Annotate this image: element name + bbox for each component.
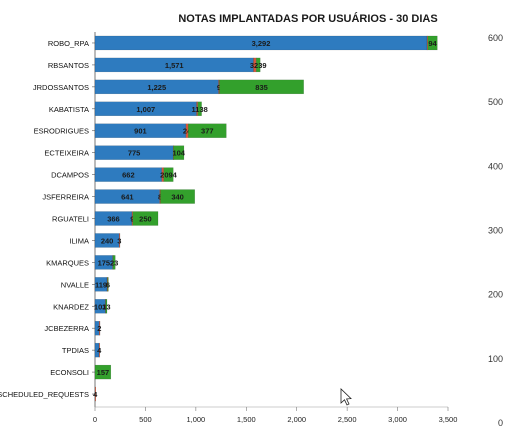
category-label: JCBEZERRA [44,324,89,333]
data-label: 775 [128,149,141,158]
data-label: 340 [171,193,184,202]
data-label: 23 [110,258,118,267]
data-label: 8 [158,193,162,202]
data-label: 3,292 [252,39,271,48]
category-label: KNARDEZ [53,302,89,311]
data-label: 103 [94,302,107,311]
data-label: 1,571 [165,61,184,70]
bar-segment [160,189,195,204]
category-label: NVALLE [61,280,89,289]
bar-segment [94,145,174,160]
category-label: SCHEDULED_REQUESTS [0,390,89,399]
bar-segment [132,211,159,226]
data-label: 2094 [160,171,178,180]
data-label: 662 [122,171,135,180]
data-label: 240 [101,236,114,245]
bar-segment [99,321,101,336]
category-label: ESRODRIGUES [34,127,89,136]
category-label: DCAMPOS [51,171,89,180]
data-label: 13 [102,302,110,311]
right-axis-tick-label: 300 [488,226,503,236]
bar-segment [188,123,227,138]
right-axis-tick-label: 400 [488,161,503,171]
data-label: 94 [428,39,437,48]
data-label: 641 [121,193,134,202]
data-label: 9 [130,215,134,224]
right-axis-tick-label: 200 [488,290,503,300]
x-tick-label: 1,500 [237,415,256,424]
category-label: TPDIAS [62,346,89,355]
data-label: 901 [134,127,147,136]
bar-segment [119,233,121,248]
bar-segment [112,255,116,270]
data-label: 1,225 [147,83,166,92]
category-label: JRDOSSANTOS [33,83,89,92]
category-label: KABATISTA [49,105,89,114]
data-label: 9 [217,83,221,92]
category-label: ECTEIXEIRA [44,149,89,158]
bar-segment [163,167,174,182]
right-axis-tick-label: 600 [488,33,503,43]
category-label: ECONSOLI [50,368,89,377]
x-tick-label: 2,000 [287,415,306,424]
data-label: 377 [201,127,214,136]
bar-segment [173,145,185,160]
x-tick-label: 1,000 [186,415,205,424]
data-label: 835 [255,83,268,92]
data-label: 104 [172,149,185,158]
bar-segment [105,299,108,314]
data-label: 175 [98,258,111,267]
data-label: 250 [139,215,152,224]
bar-segment [161,167,164,182]
data-label: 1,007 [136,105,155,114]
category-label: ROBO_RPA [48,39,89,48]
bar-segment [256,57,261,73]
data-label: 3 [117,236,121,245]
data-label: 2 [97,324,101,333]
bar-segment [219,79,304,95]
right-axis-tick-label: 500 [488,97,503,107]
data-label: 366 [107,215,120,224]
data-label: 4 [93,390,98,399]
bar-segment [98,342,101,358]
data-label: 6 [106,280,110,289]
data-label: 24 [183,127,192,136]
data-label: 157 [97,368,110,377]
data-label: 1138 [192,105,208,114]
data-label: 119 [95,280,107,289]
bar-segment [427,35,438,51]
x-tick-label: 500 [139,415,152,424]
category-label: KMARQUES [46,258,89,267]
x-tick-label: 3,500 [439,415,458,424]
data-label: 4 [97,346,102,355]
chart-title: NOTAS IMPLANTADAS POR USUÁRIOS - 30 DIAS [178,12,437,25]
mouse-cursor-icon [340,388,352,406]
right-axis-tick-label: 0 [498,418,503,428]
bar-segment [107,277,109,292]
bar-segment [94,364,112,380]
bar-segment [197,101,202,116]
category-label: JSFERREIRA [42,193,89,202]
x-tick-label: 3,000 [388,415,407,424]
category-label: RGUATELI [52,215,89,224]
x-tick-label: 2,500 [338,415,357,424]
bar-segment [94,386,97,402]
data-label: 3239 [250,61,267,70]
category-label: ILIMA [69,236,89,245]
x-tick-label: 0 [93,415,97,424]
category-label: RBSANTOS [48,61,89,70]
right-axis-tick-label: 100 [488,354,503,364]
